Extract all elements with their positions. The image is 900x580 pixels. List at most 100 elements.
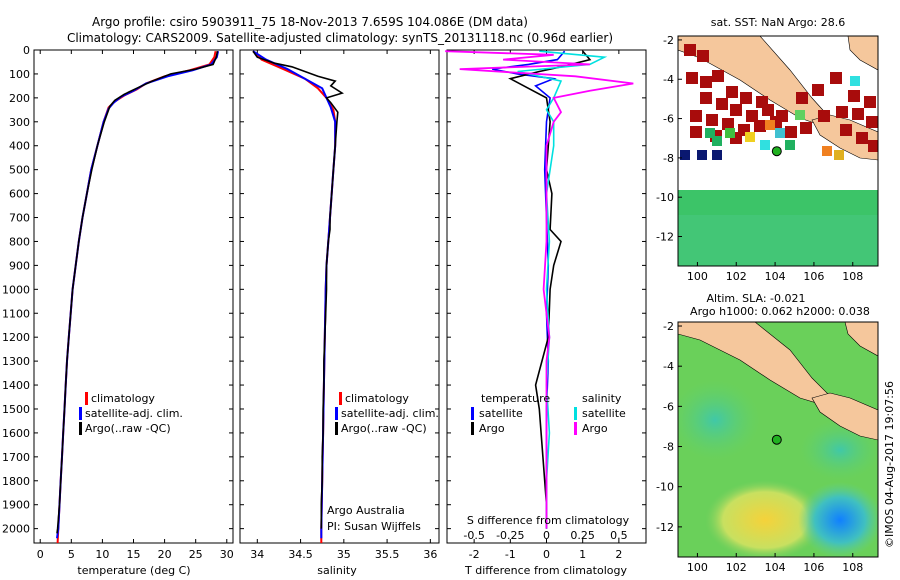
sst-map: sat. SST: NaN Argo: 28.6 100 102 104 106 108…: [656, 16, 879, 283]
sst-cell: [866, 116, 878, 128]
legend-title-salinity: salinity: [582, 392, 622, 405]
x-tick-label: 10: [95, 548, 109, 561]
series-line: [252, 50, 344, 529]
sst-cell: [700, 92, 712, 104]
legend-label-satellite: satellite-adj. clim.: [341, 407, 439, 420]
sst-cell: [796, 92, 808, 104]
map-x-tick-label: 108: [842, 561, 863, 574]
map-x-tick-label: 104: [765, 270, 786, 283]
x-tick-label: 0: [543, 548, 550, 561]
legend-label-climatology: climatology: [345, 392, 409, 405]
top-tick-label: -0.25: [496, 529, 524, 542]
borneo-land: [844, 322, 878, 357]
borneo-land: [847, 36, 878, 71]
temperature-panel: 0100200300400500600700800900100011001200…: [2, 44, 234, 577]
sst-cell: [812, 84, 824, 96]
map-y-tick-label: -2: [663, 320, 674, 333]
sst-cell: [856, 132, 868, 144]
map-x-tick-label: 106: [803, 270, 824, 283]
y-tick-label: 700: [9, 212, 30, 225]
sst-cell: [830, 72, 842, 84]
legend-swatch-satellite: [335, 407, 338, 420]
legend-label-s-satellite: satellite: [582, 407, 626, 420]
x-tick-label: 15: [127, 548, 141, 561]
map-y-tick-label: -12: [656, 521, 674, 534]
sst-cell: [836, 106, 848, 118]
figure-title-line1: Argo profile: csiro 5903911_75 18-Nov-20…: [92, 15, 528, 29]
map-x-tick-label: 102: [726, 561, 747, 574]
annotation-pi: PI: Susan Wijffels: [327, 520, 421, 533]
annotation-argo-australia: Argo Australia: [327, 504, 405, 517]
sst-cell: [785, 126, 797, 138]
map-y-tick-label: -12: [656, 231, 674, 244]
argo-float-marker: [771, 434, 782, 445]
legend-swatch-s-satellite: [574, 407, 577, 420]
x-tick-label: 5: [68, 548, 75, 561]
y-tick-label: 1100: [2, 307, 30, 320]
sumatra-land: [678, 36, 831, 126]
sst-cell: [712, 70, 724, 82]
legend-label-satellite: satellite-adj. clim.: [85, 407, 183, 420]
x-tick-label: 34: [250, 548, 264, 561]
depth-axis: 0 100 200 300 400 500 600 700 800 900 1000 1100 1200…: [2, 44, 233, 536]
y-tick-label: 0: [23, 44, 30, 57]
top-tick-label: 0: [543, 529, 550, 542]
series-line: [517, 50, 608, 529]
s-difference-axis-label: S difference from climatology: [467, 514, 630, 527]
difference-depth-ticks: [447, 49, 646, 530]
legend-swatch-t-argo: [471, 422, 474, 435]
sst-cell: [697, 150, 707, 160]
temperature-axis: 0 5 10 15 20 25 30: [37, 50, 234, 561]
legend-swatch-climatology: [339, 392, 342, 405]
map-y-tick-label: -10: [656, 481, 674, 494]
sst-cell: [795, 110, 805, 120]
map-x-tick-label: 100: [687, 561, 708, 574]
difference-panel: -2 -1 0 1 2 -0.5 -0.25 0 0.25 0.5 T difference fr…: [445, 49, 647, 577]
sst-cell: [697, 50, 709, 62]
sst-cell: [785, 140, 795, 150]
sst-cell: [690, 126, 702, 138]
legend-label-argo: Argo(..raw -QC): [341, 422, 427, 435]
imos-timestamp: ©IMOS 04-Aug-2017 19:07:56: [883, 381, 896, 548]
sst-cell: [834, 150, 844, 160]
sst-cell: [746, 110, 758, 122]
series-line: [56, 50, 220, 539]
y-tick-label: 1000: [2, 283, 30, 296]
series-line: [445, 50, 634, 529]
y-tick-label: 1800: [2, 475, 30, 488]
y-tick-label: 200: [9, 92, 30, 105]
sst-cell: [680, 150, 690, 160]
temperature-axis-label: temperature (deg C): [77, 564, 190, 577]
temperature-plot-frame: [33, 49, 234, 544]
sst-map-frame: [677, 35, 879, 267]
legend-swatch-argo: [79, 422, 82, 435]
y-tick-label: 400: [9, 140, 30, 153]
sla-map: Altim. SLA: -0.021 Argo h1000: 0.062 h20…: [656, 292, 879, 574]
map-y-tick-label: -8: [663, 441, 674, 454]
sst-cell: [712, 150, 722, 160]
sst-cell: [706, 114, 718, 126]
sst-map-title: sat. SST: NaN Argo: 28.6: [711, 16, 845, 29]
legend-label-t-satellite: satellite: [479, 407, 523, 420]
map-x-tick-label: 102: [726, 270, 747, 283]
y-tick-label: 1200: [2, 331, 30, 344]
x-tick-label: 36: [423, 548, 437, 561]
salinity-plot-frame: [239, 49, 440, 544]
y-tick-label: 1500: [2, 403, 30, 416]
x-tick-label: 25: [189, 548, 203, 561]
map-x-tick-label: 100: [687, 270, 708, 283]
sla-map-title: Altim. SLA: -0.021: [706, 292, 805, 305]
sst-cell: [850, 76, 860, 86]
y-tick-label: 1400: [2, 379, 30, 392]
sst-cell: [840, 124, 852, 136]
salinity-axis-label: salinity: [317, 564, 357, 577]
series-line: [56, 51, 219, 534]
sst-cell: [852, 108, 864, 120]
sst-cell: [686, 72, 698, 84]
y-tick-label: 1600: [2, 427, 30, 440]
map-y-tick-label: -6: [663, 400, 674, 413]
series-line: [56, 50, 217, 544]
salinity-axis: 34 34.5 35 35.5 36: [250, 50, 437, 561]
y-tick-label: 1700: [2, 451, 30, 464]
x-tick-label: -2: [469, 548, 480, 561]
